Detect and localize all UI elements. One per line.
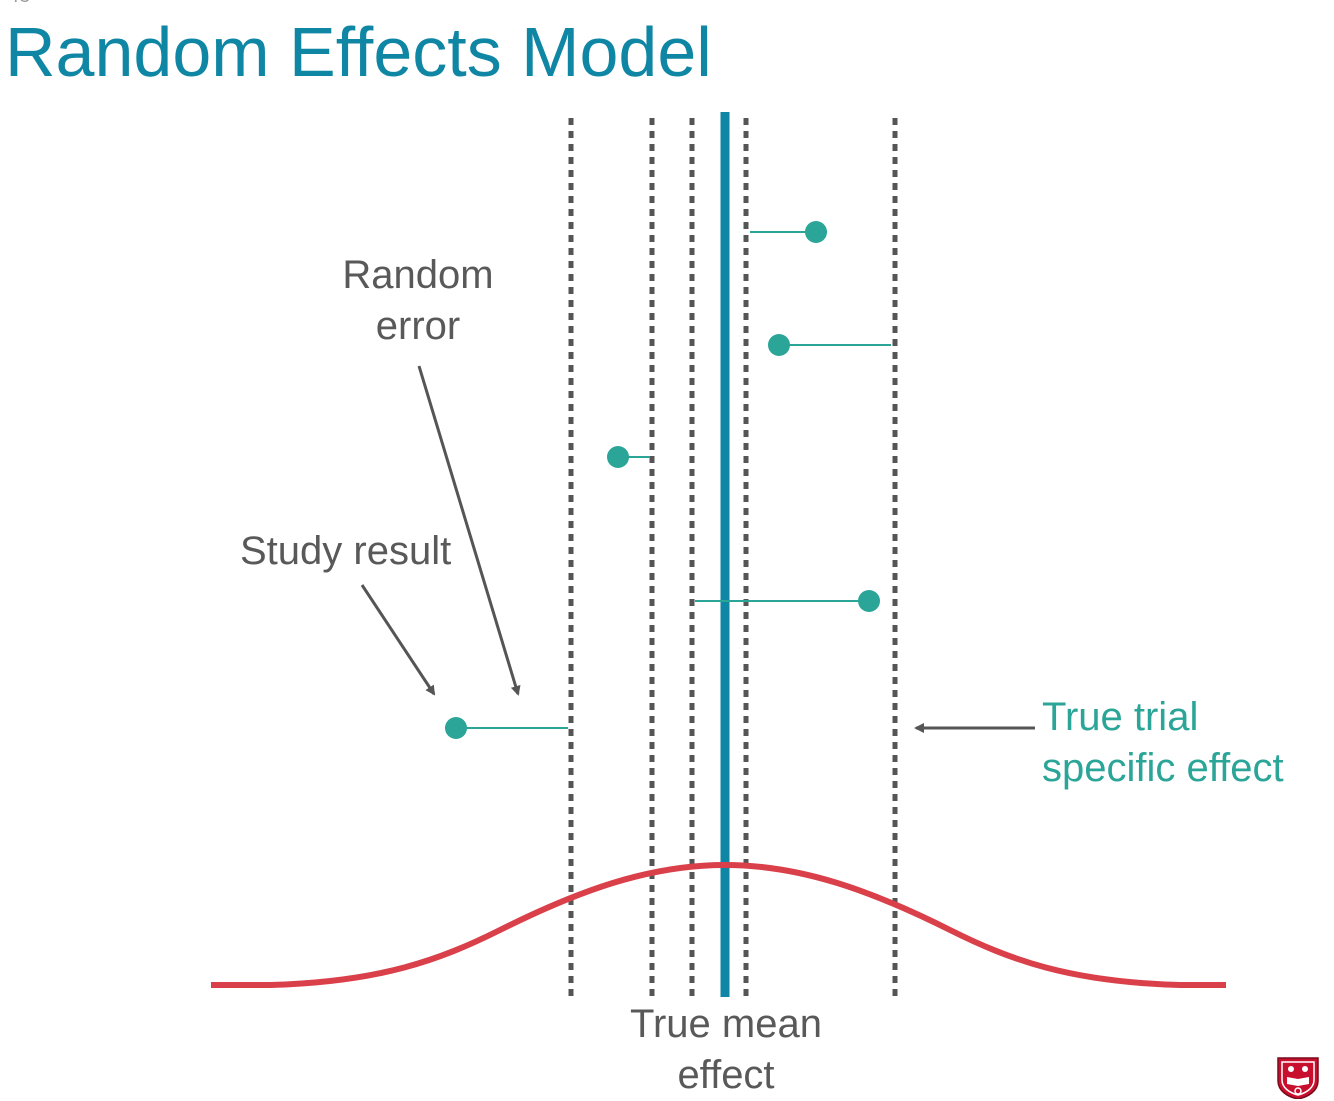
study-result-point bbox=[607, 446, 629, 468]
true-mean-effect-label-line: effect bbox=[677, 1053, 775, 1097]
study-result-point bbox=[768, 334, 790, 356]
slide-number: 48 bbox=[8, 0, 30, 6]
study-result-point bbox=[858, 590, 880, 612]
trial-effect-lines bbox=[568, 118, 898, 997]
random-error-label-line: error bbox=[375, 304, 461, 348]
true-mean-effect-label-line: True mean bbox=[630, 1002, 822, 1046]
true-mean-effect-label: True mean effect bbox=[606, 999, 846, 1101]
study-result-label: Study result bbox=[240, 529, 452, 573]
study-result-point bbox=[445, 717, 467, 739]
true-trial-specific-effect-label: True trial specific effect bbox=[1042, 692, 1284, 794]
slide-title: Random Effects Model bbox=[5, 13, 712, 91]
distribution-curve bbox=[211, 861, 1226, 988]
random-error-label-line: Random bbox=[342, 253, 494, 297]
true-trial-specific-effect-label-line: True trial bbox=[1042, 695, 1199, 739]
university-crest-icon bbox=[1277, 1057, 1319, 1099]
random-error-arrow bbox=[417, 365, 521, 696]
study-result-arrow bbox=[360, 584, 436, 696]
study-result-point bbox=[805, 221, 827, 243]
true-trial-specific-effect-label-line: specific effect bbox=[1042, 746, 1284, 790]
annotation-arrows bbox=[360, 365, 1035, 733]
study-results bbox=[445, 221, 891, 739]
random-error-label: Random error bbox=[318, 250, 518, 352]
